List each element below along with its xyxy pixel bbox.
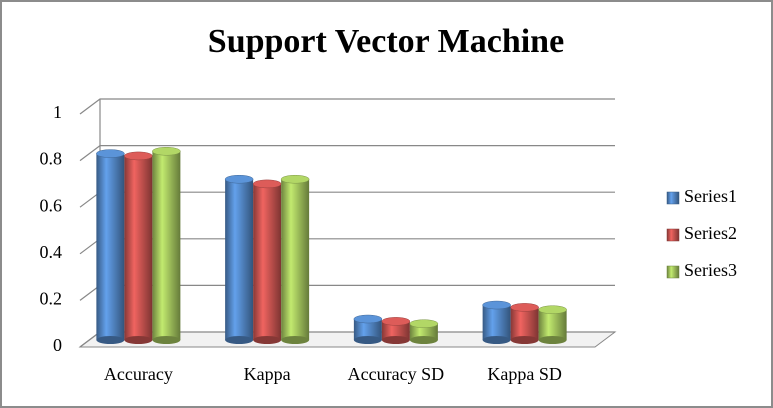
bar xyxy=(381,317,411,344)
bar-top xyxy=(482,300,511,310)
bar xyxy=(510,303,539,344)
bar xyxy=(152,147,181,344)
bar-bottom xyxy=(353,336,382,344)
bar-top xyxy=(152,147,181,156)
bar-top xyxy=(409,319,439,328)
bar-body xyxy=(124,155,153,340)
x-tick-label: Accuracy SD xyxy=(348,364,444,384)
bar xyxy=(353,314,383,344)
y-tick-label: 1 xyxy=(53,102,62,122)
bar-top xyxy=(280,174,310,184)
bar-top xyxy=(252,179,282,189)
bar xyxy=(538,305,567,344)
bar-bottom xyxy=(96,336,125,344)
bar-body xyxy=(96,153,125,340)
bar-bottom xyxy=(225,336,254,344)
grid-line xyxy=(79,98,615,115)
bar xyxy=(252,179,282,344)
legend-swatch xyxy=(666,265,680,279)
bar-bottom xyxy=(482,336,511,344)
y-tick-label: 0.2 xyxy=(40,289,63,309)
bar-body xyxy=(381,321,410,340)
bar-body xyxy=(253,183,282,340)
bar-body xyxy=(152,151,181,340)
bar-top xyxy=(224,174,254,184)
bar-bottom xyxy=(409,336,438,344)
bar xyxy=(482,300,511,344)
bar-body xyxy=(353,319,382,340)
bar-top xyxy=(510,303,539,312)
y-tick-label: 0.8 xyxy=(40,149,63,169)
bar xyxy=(96,149,125,344)
bar-body xyxy=(538,309,567,340)
bar-bottom xyxy=(510,336,539,344)
legend-label: Series2 xyxy=(684,223,737,243)
bar-body xyxy=(225,179,254,340)
chart-title: Support Vector Machine xyxy=(208,23,564,60)
x-tick-label: Kappa SD xyxy=(487,364,562,384)
bar-body xyxy=(510,307,539,340)
y-tick-label: 0 xyxy=(53,335,62,355)
bar-top xyxy=(538,305,567,314)
bar-body xyxy=(482,305,511,340)
bar-top xyxy=(124,151,153,161)
bar xyxy=(224,174,254,344)
bar xyxy=(409,319,439,344)
bar-bottom xyxy=(152,336,181,344)
bar-top xyxy=(353,314,383,324)
legend-label: Series3 xyxy=(684,260,737,280)
bar-body xyxy=(409,323,438,340)
legend-label: Series1 xyxy=(684,186,737,206)
bar-top xyxy=(381,317,411,326)
y-tick-label: 0.6 xyxy=(40,195,63,215)
grid-line xyxy=(79,145,615,162)
x-tick-label: Accuracy xyxy=(104,364,173,384)
y-tick-label: 0.4 xyxy=(40,242,63,262)
bar xyxy=(124,151,153,344)
bar-bottom xyxy=(281,336,310,344)
bar-bottom xyxy=(124,336,153,344)
bar-bottom xyxy=(381,336,410,344)
bar-body xyxy=(281,179,310,340)
legend-swatch xyxy=(666,191,680,205)
bar-top xyxy=(96,149,125,158)
bar-bottom xyxy=(253,336,282,344)
bar xyxy=(280,174,310,344)
bar-bottom xyxy=(538,336,567,344)
x-tick-label: Kappa xyxy=(244,364,291,384)
legend-swatch xyxy=(666,228,680,242)
